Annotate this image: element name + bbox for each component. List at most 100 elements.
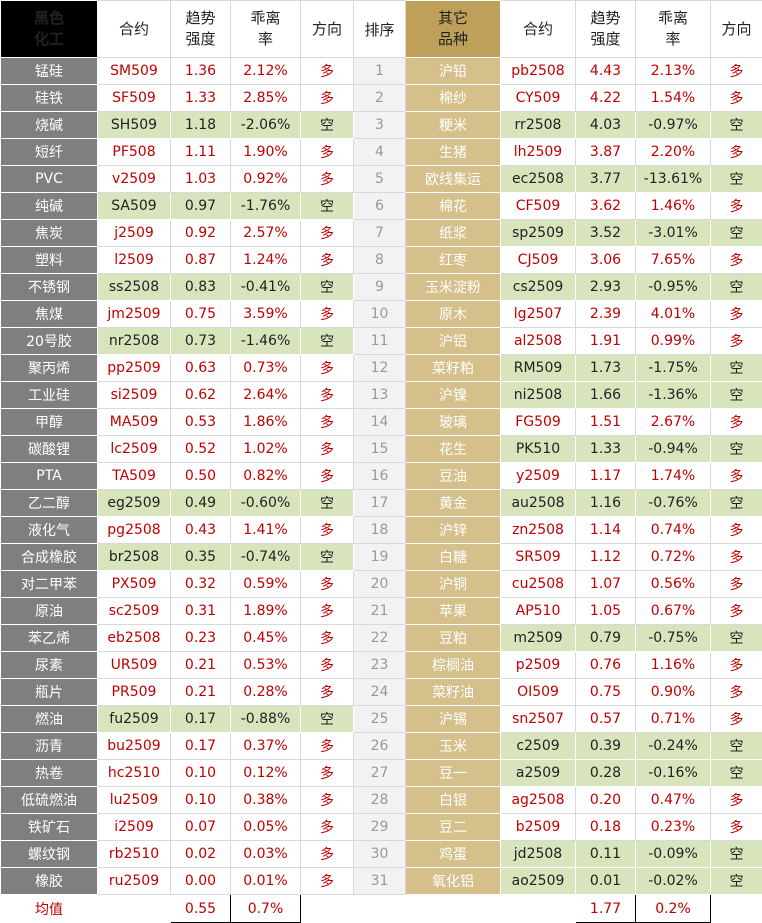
trend-strength: 0.17 bbox=[171, 733, 231, 760]
deviation-rate: 0.82% bbox=[231, 463, 301, 490]
rank: 24 bbox=[354, 679, 406, 706]
deviation-rate: 2.12% bbox=[231, 58, 301, 85]
deviation-rate: -0.41% bbox=[231, 274, 301, 301]
deviation-rate: 0.92% bbox=[231, 166, 301, 193]
contract: OI509 bbox=[501, 679, 576, 706]
deviation-rate: 1.24% bbox=[231, 247, 301, 274]
contract: m2509 bbox=[501, 625, 576, 652]
deviation-rate: 2.13% bbox=[636, 58, 711, 85]
rank: 3 bbox=[354, 112, 406, 139]
variety-name: 短纤 bbox=[1, 139, 98, 166]
contract: CJ509 bbox=[501, 247, 576, 274]
contract: hc2510 bbox=[98, 760, 171, 787]
variety-name: 塑料 bbox=[1, 247, 98, 274]
deviation-rate: 0.28% bbox=[231, 679, 301, 706]
rank: 25 bbox=[354, 706, 406, 733]
trend-strength: 0.31 bbox=[171, 598, 231, 625]
trend-strength: 3.62 bbox=[576, 193, 636, 220]
trend-strength: 1.17 bbox=[576, 463, 636, 490]
trend-strength: 0.92 bbox=[171, 220, 231, 247]
trend-strength: 0.01 bbox=[576, 868, 636, 895]
variety-name: 棉纱 bbox=[406, 85, 501, 112]
contract: fu2509 bbox=[98, 706, 171, 733]
direction: 多 bbox=[711, 652, 762, 679]
variety-name: 工业硅 bbox=[1, 382, 98, 409]
direction: 多 bbox=[301, 598, 354, 625]
deviation-rate: -2.06% bbox=[231, 112, 301, 139]
direction: 空 bbox=[711, 868, 762, 895]
rank: 23 bbox=[354, 652, 406, 679]
rank: 18 bbox=[354, 517, 406, 544]
direction: 多 bbox=[711, 598, 762, 625]
trend-strength: 2.39 bbox=[576, 301, 636, 328]
rank: 19 bbox=[354, 544, 406, 571]
direction: 空 bbox=[301, 328, 354, 355]
variety-name: 菜籽油 bbox=[406, 679, 501, 706]
contract: cs2509 bbox=[501, 274, 576, 301]
variety-name: 玻璃 bbox=[406, 409, 501, 436]
direction: 多 bbox=[711, 193, 762, 220]
deviation-rate: -1.75% bbox=[636, 355, 711, 382]
deviation-rate: -1.36% bbox=[636, 382, 711, 409]
direction: 多 bbox=[711, 301, 762, 328]
contract: jm2509 bbox=[98, 301, 171, 328]
rank: 17 bbox=[354, 490, 406, 517]
variety-name: 铁矿石 bbox=[1, 814, 98, 841]
variety-name: 20号胶 bbox=[1, 328, 98, 355]
deviation-rate: 2.67% bbox=[636, 409, 711, 436]
direction: 多 bbox=[301, 652, 354, 679]
direction: 多 bbox=[301, 625, 354, 652]
rank: 26 bbox=[354, 733, 406, 760]
contract: AP510 bbox=[501, 598, 576, 625]
mean-deviation: 0.2% bbox=[636, 895, 711, 923]
deviation-rate: 0.99% bbox=[636, 328, 711, 355]
direction: 多 bbox=[301, 787, 354, 814]
variety-name: 棉花 bbox=[406, 193, 501, 220]
deviation-rate: 2.20% bbox=[636, 139, 711, 166]
trend-strength: 1.11 bbox=[171, 139, 231, 166]
deviation-rate: 0.12% bbox=[231, 760, 301, 787]
direction: 空 bbox=[711, 841, 762, 868]
deviation-rate: -0.02% bbox=[636, 868, 711, 895]
rank: 22 bbox=[354, 625, 406, 652]
contract: ni2508 bbox=[501, 382, 576, 409]
variety-name: 沪铅 bbox=[406, 58, 501, 85]
contract: zn2508 bbox=[501, 517, 576, 544]
variety-name: 碳酸锂 bbox=[1, 436, 98, 463]
contract: l2509 bbox=[98, 247, 171, 274]
rank: 30 bbox=[354, 841, 406, 868]
direction: 多 bbox=[301, 382, 354, 409]
variety-name: 橡胶 bbox=[1, 868, 98, 895]
contract: PK510 bbox=[501, 436, 576, 463]
deviation-rate: -0.95% bbox=[636, 274, 711, 301]
header-cell: 乖离率 bbox=[636, 1, 711, 58]
direction: 空 bbox=[301, 274, 354, 301]
variety-name: 对二甲苯 bbox=[1, 571, 98, 598]
rank: 14 bbox=[354, 409, 406, 436]
deviation-rate: 1.16% bbox=[636, 652, 711, 679]
contract: b2509 bbox=[501, 814, 576, 841]
direction: 多 bbox=[301, 517, 354, 544]
rank: 1 bbox=[354, 58, 406, 85]
deviation-rate: 0.72% bbox=[636, 544, 711, 571]
trend-strength: 0.32 bbox=[171, 571, 231, 598]
contract: al2508 bbox=[501, 328, 576, 355]
trend-strength: 1.16 bbox=[576, 490, 636, 517]
variety-name: 苹果 bbox=[406, 598, 501, 625]
contract: i2509 bbox=[98, 814, 171, 841]
trend-strength: 0.76 bbox=[576, 652, 636, 679]
variety-name: 黄金 bbox=[406, 490, 501, 517]
variety-name: 粳米 bbox=[406, 112, 501, 139]
